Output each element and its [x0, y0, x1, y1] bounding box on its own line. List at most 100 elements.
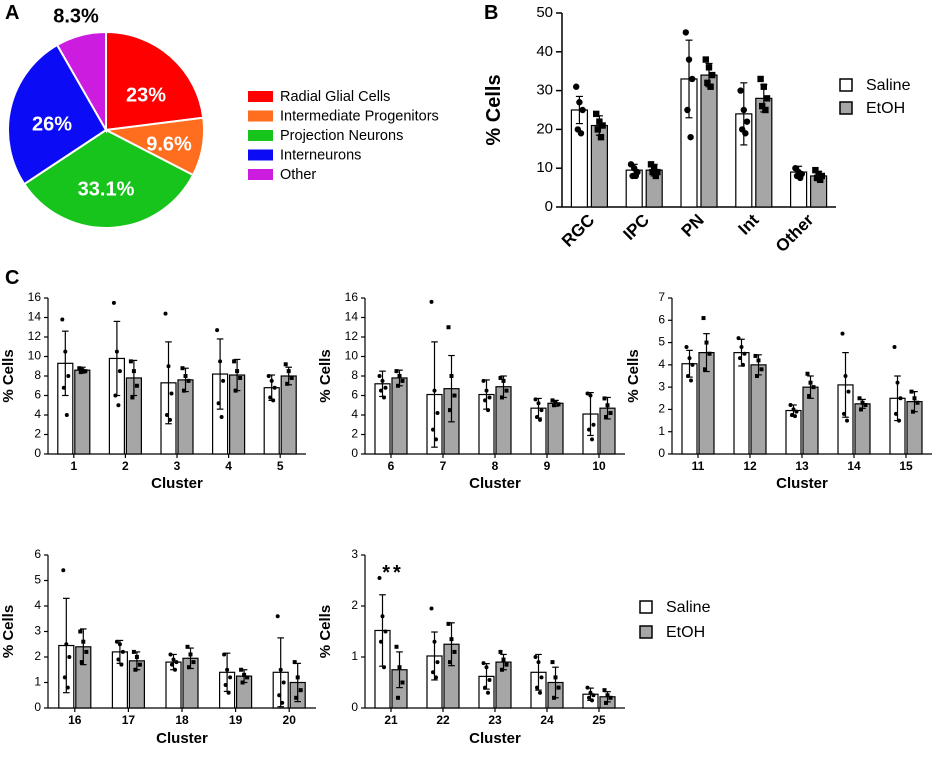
- point-etoh-RGC-1: [596, 118, 603, 125]
- x-tick-label-13: 13: [795, 459, 809, 473]
- point-saline-3-4: [168, 417, 172, 422]
- x-axis-label: Cluster: [469, 730, 521, 747]
- y-tick-label-4: 8: [351, 368, 358, 382]
- y-tick-label-2: 4: [34, 407, 41, 421]
- point-etoh-11-2: [707, 351, 712, 356]
- y-tick-label-3: 6: [34, 388, 41, 402]
- y-axis-label: % Cells: [483, 74, 505, 145]
- legend-label-etoh: EtOH: [666, 624, 705, 641]
- y-tick-label-5: 50: [536, 4, 553, 21]
- bar-chart-b: 0 10 20 30 40 50 % Cells RGC IPC PN Int Other Saline…: [483, 4, 911, 256]
- point-saline-19-4: [226, 690, 231, 695]
- x-tick-label-17: 17: [122, 713, 136, 727]
- point-saline-10-0: [585, 391, 590, 396]
- x-tick-label-2: 2: [122, 459, 129, 473]
- y-axis-label: % Cells: [317, 349, 334, 402]
- bar-saline-12: [733, 352, 750, 455]
- point-etoh-PN-2: [709, 71, 716, 79]
- point-saline-8-3: [483, 398, 487, 403]
- point-etoh-7-3: [448, 408, 452, 413]
- point-etoh-11-1: [704, 340, 709, 345]
- y-tick-label-1: 1: [34, 675, 41, 689]
- point-saline-25-1: [588, 690, 593, 695]
- point-saline-Int-4: [742, 130, 749, 137]
- point-saline-Int-0: [737, 87, 744, 94]
- y-tick-label-7: 14: [345, 310, 359, 324]
- y-axis-label: % Cells: [317, 605, 334, 658]
- point-etoh-13-0: [805, 371, 810, 376]
- point-etoh-1-2: [83, 369, 88, 374]
- point-etoh-16-0: [78, 629, 83, 634]
- point-etoh-15-1: [912, 396, 917, 401]
- point-saline-16-3: [62, 675, 67, 680]
- point-etoh-Int-4: [762, 106, 769, 114]
- point-etoh-IPC-3: [649, 168, 656, 176]
- point-etoh-PN-4: [707, 83, 714, 90]
- x-tick-label-Other: Other: [772, 210, 818, 256]
- point-saline-7-2: [435, 411, 440, 416]
- point-saline-14-2: [846, 389, 851, 394]
- point-saline-1-1: [63, 349, 68, 354]
- point-saline-3-0: [163, 311, 168, 316]
- y-tick-label-1: 1: [351, 649, 358, 663]
- pie-slice-label-4: 26%: [32, 113, 72, 135]
- x-tick-label-IPC: IPC: [620, 210, 653, 243]
- point-saline-12-0: [736, 336, 741, 341]
- point-etoh-RGC-4: [597, 133, 605, 141]
- x-tick-label-14: 14: [847, 459, 861, 473]
- point-saline-21-0: [377, 575, 382, 580]
- point-etoh-6-3: [396, 383, 400, 388]
- x-tick-label-RGC: RGC: [558, 210, 598, 250]
- legend-label-saline: Saline: [666, 599, 711, 616]
- bar-etoh-1: [74, 369, 91, 455]
- point-saline-24-4: [538, 690, 542, 695]
- point-saline-3-2: [169, 391, 174, 396]
- point-etoh-2-2: [134, 383, 139, 388]
- x-tick-label-5: 5: [277, 459, 284, 473]
- point-saline-22-2: [435, 660, 440, 665]
- bar-etoh-12: [750, 364, 767, 455]
- y-tick-label-8: 16: [28, 290, 42, 304]
- y-tick-label-4: 40: [536, 43, 553, 60]
- point-etoh-Int-1: [760, 83, 767, 90]
- point-saline-13-4: [793, 414, 797, 419]
- point-etoh-25-0: [602, 688, 607, 693]
- point-saline-8-0: [481, 378, 486, 383]
- point-saline-15-3: [894, 411, 898, 416]
- y-tick-label-0: 0: [34, 700, 41, 714]
- x-tick-label-11: 11: [692, 459, 705, 473]
- y-tick-label-5: 10: [345, 349, 359, 363]
- y-tick-label-5: 5: [34, 573, 41, 587]
- bar-chart-c4: 0 1 2 3 4 5 6 % Cells 16 17 18 19 20 Cluster: [0, 547, 316, 747]
- y-tick-label-7: 14: [28, 310, 42, 324]
- point-etoh-21-1: [397, 665, 402, 670]
- point-saline-RGC-0: [573, 83, 580, 90]
- point-etoh-12-1: [756, 358, 761, 363]
- y-tick-label-1: 10: [536, 159, 553, 176]
- point-saline-11-2: [690, 362, 695, 367]
- point-saline-16-2: [67, 655, 72, 659]
- point-etoh-4-0: [232, 359, 237, 364]
- point-saline-17-1: [117, 642, 122, 647]
- point-etoh-Int-3: [759, 102, 766, 110]
- point-etoh-22-1: [449, 637, 454, 642]
- y-axis-label: % Cells: [0, 349, 17, 402]
- point-etoh-25-1: [605, 693, 610, 698]
- point-saline-9-4: [538, 417, 542, 422]
- x-tick-label-23: 23: [488, 713, 502, 727]
- point-saline-12-2: [742, 351, 747, 356]
- point-saline-11-4: [689, 378, 693, 383]
- point-saline-25-4: [590, 698, 594, 703]
- point-etoh-9-1: [553, 400, 558, 405]
- point-saline-25-2: [591, 693, 596, 698]
- point-saline-18-1: [171, 657, 176, 662]
- y-tick-label-2: 2: [34, 649, 41, 663]
- point-etoh-13-3: [807, 394, 811, 399]
- point-saline-3-1: [166, 364, 171, 369]
- significance-annotation: **: [382, 562, 404, 584]
- legend-swatch-etoh: [639, 625, 653, 639]
- point-saline-14-3: [842, 411, 846, 416]
- point-saline-16-0: [61, 568, 66, 573]
